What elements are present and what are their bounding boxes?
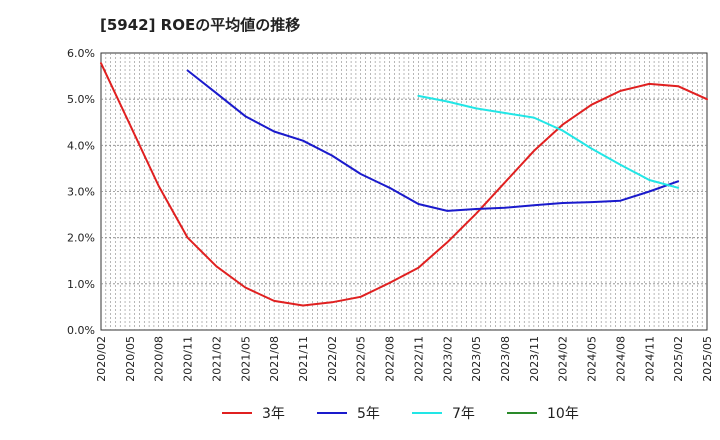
x-tick-label: 2020/05	[124, 336, 137, 382]
x-tick-label: 2020/08	[153, 336, 166, 382]
y-tick-label: 4.0%	[67, 139, 95, 152]
x-tick-label: 2021/05	[239, 336, 252, 382]
y-tick-label: 0.0%	[67, 324, 95, 337]
x-tick-label: 2021/11	[297, 336, 310, 382]
y-tick-label: 5.0%	[67, 93, 95, 106]
x-tick-label: 2023/08	[499, 336, 512, 382]
y-tick-label: 1.0%	[67, 278, 95, 291]
x-tick-label: 2023/11	[528, 336, 541, 382]
series-line-7年	[417, 94, 680, 189]
series-line-5年	[186, 69, 680, 212]
legend-label: 7年	[452, 406, 475, 422]
x-tick-label: 2024/08	[614, 336, 627, 382]
x-tick-label: 2021/02	[210, 336, 223, 382]
series-lines	[100, 62, 708, 307]
x-tick-label: 2024/11	[643, 336, 656, 382]
series-line-3年	[100, 62, 708, 307]
x-tick-label: 2024/05	[586, 336, 599, 382]
legend-label: 3年	[262, 406, 285, 422]
x-tick-label: 2020/11	[182, 336, 195, 382]
x-tick-label: 2022/11	[412, 336, 425, 382]
legend: 3年 5年 7年 10年	[222, 406, 579, 422]
y-tick-label: 3.0%	[67, 186, 95, 199]
x-tick-label: 2025/02	[672, 336, 685, 382]
x-tick-label: 2021/08	[268, 336, 281, 382]
x-tick-label: 2022/05	[355, 336, 368, 382]
grid-lines	[101, 53, 707, 330]
x-tick-label: 2020/02	[95, 336, 108, 382]
x-tick-label: 2024/02	[557, 336, 570, 382]
x-tick-label: 2023/05	[470, 336, 483, 382]
y-tick-label: 6.0%	[67, 47, 95, 60]
legend-label: 5年	[357, 406, 380, 422]
x-tick-label: 2022/08	[384, 336, 397, 382]
x-tick-label: 2022/02	[326, 336, 339, 382]
legend-label: 10年	[547, 406, 579, 422]
chart-title: [5942] ROEの平均値の推移	[100, 16, 301, 34]
x-tick-label: 2025/05	[701, 336, 714, 382]
x-tick-labels: 2020/02 2020/05 2020/08 2020/11 2021/02 2021/…	[95, 336, 714, 382]
x-tick-label: 2023/02	[441, 336, 454, 382]
y-tick-labels: 0.0% 1.0% 2.0% 3.0% 4.0% 5.0% 6.0%	[67, 47, 95, 337]
y-tick-label: 2.0%	[67, 232, 95, 245]
